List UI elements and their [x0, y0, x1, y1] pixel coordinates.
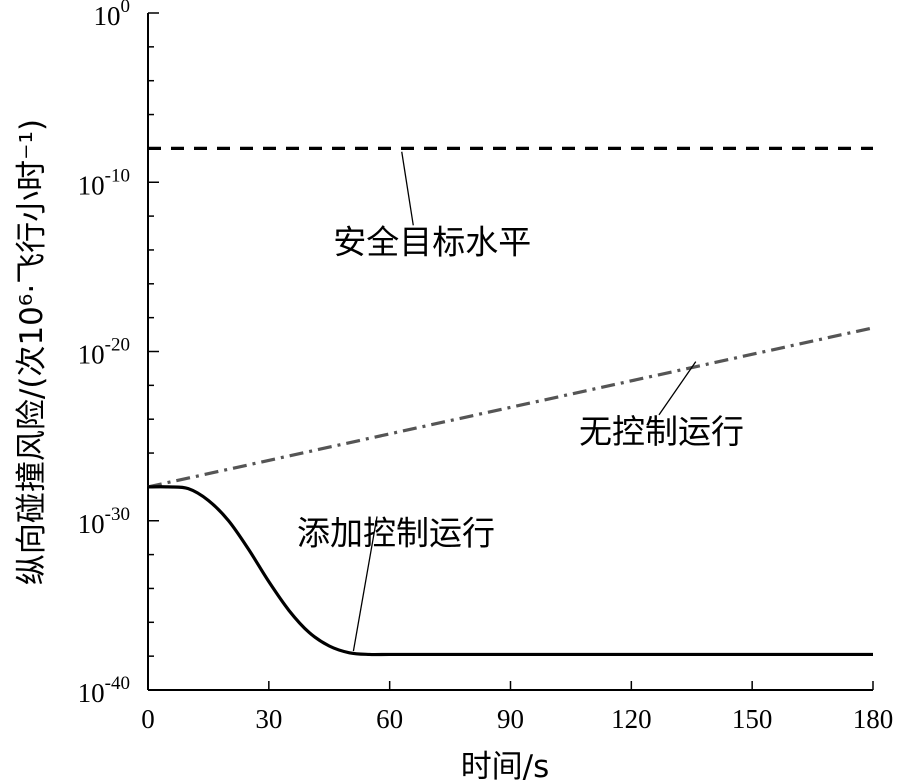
- y-axis-title: 纵向碰撞风险/(次10⁶·飞行小时⁻¹): [14, 119, 50, 585]
- x-tick-label: 180: [853, 704, 894, 734]
- x-tick-label: 30: [255, 704, 282, 734]
- axes: 0 30 60 90 120 150 180 100 10-10 10-20 10-30 10-40: [78, 0, 894, 734]
- y-tick-label: 100: [94, 0, 131, 31]
- x-tick-label: 0: [141, 704, 155, 734]
- x-tick-label: 90: [497, 704, 524, 734]
- y-tick-label: 10-30: [78, 504, 130, 539]
- series-line-2: [147, 485, 873, 657]
- annotation-label-0: 安全目标水平: [333, 222, 531, 261]
- annotation-leader-2: [352, 516, 378, 652]
- series-layer: [147, 146, 874, 657]
- y-tick-label: 10-10: [78, 165, 130, 200]
- x-tick-label: 120: [611, 704, 652, 734]
- x-tick-label: 60: [376, 704, 403, 734]
- y-tick-label: 10-40: [78, 673, 130, 708]
- series-line-1: [147, 326, 874, 489]
- annotation-label-1: 无控制运行: [579, 412, 744, 451]
- annotation-label-2: 添加控制运行: [297, 513, 495, 552]
- x-tick-label: 150: [732, 704, 773, 734]
- annotation-leader-0: [401, 151, 414, 226]
- x-axis-title: 时间/s: [461, 749, 550, 782]
- annotation-leader-1: [658, 361, 697, 416]
- y-tick-label: 10-20: [78, 335, 130, 370]
